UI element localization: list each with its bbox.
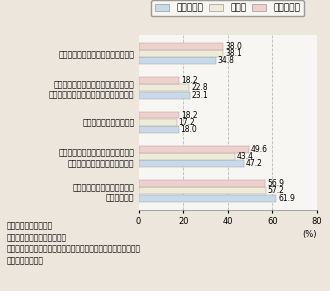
Text: 23.1: 23.1: [192, 91, 209, 100]
Bar: [139, 92, 190, 99]
Bar: [139, 126, 179, 133]
Bar: [139, 187, 266, 194]
Text: 34.8: 34.8: [218, 56, 235, 65]
Text: 18.2: 18.2: [181, 76, 198, 85]
Bar: [139, 84, 189, 91]
Bar: [139, 119, 177, 126]
Bar: [139, 153, 235, 160]
Bar: [139, 50, 223, 57]
Text: 出典：警察庁意識調査
注１：複数回答形式による。
　２：高齢者全体／回答者全体の比率が高いもの上位５項目を抽
　　　出して表示: 出典：警察庁意識調査 注１：複数回答形式による。 ２：高齢者全体／回答者全体の比…: [7, 221, 141, 266]
Bar: [139, 146, 249, 153]
Bar: [139, 195, 277, 202]
Text: 57.2: 57.2: [268, 187, 285, 196]
Text: (%): (%): [302, 230, 317, 239]
Text: 49.6: 49.6: [251, 145, 268, 154]
Bar: [139, 43, 223, 50]
Text: 43.4: 43.4: [237, 152, 254, 161]
Text: 18.0: 18.0: [181, 125, 197, 134]
Text: 18.2: 18.2: [181, 111, 198, 120]
Bar: [139, 77, 179, 84]
Bar: [139, 160, 244, 167]
Text: 56.9: 56.9: [267, 179, 284, 188]
Text: 17.2: 17.2: [179, 118, 195, 127]
Text: 22.8: 22.8: [191, 83, 208, 92]
Text: 38.1: 38.1: [225, 49, 242, 58]
Bar: [139, 57, 216, 64]
Text: 38.0: 38.0: [225, 42, 242, 51]
Bar: [139, 180, 265, 187]
Text: 61.9: 61.9: [278, 194, 295, 203]
Legend: 回答者全体, 高齢者, 単身高齢者: 回答者全体, 高齢者, 単身高齢者: [151, 0, 304, 16]
Bar: [139, 111, 179, 118]
Text: 47.2: 47.2: [246, 159, 262, 168]
